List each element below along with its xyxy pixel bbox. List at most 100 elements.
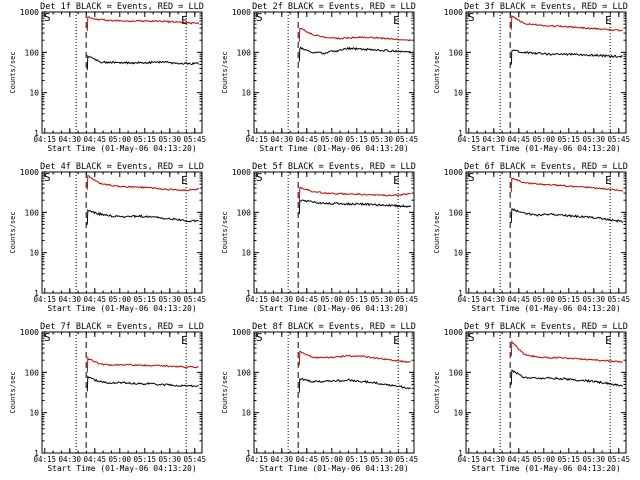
x-tick-label: 04:45 — [507, 135, 530, 144]
x-tick-label: 05:15 — [345, 455, 368, 464]
y-tick-label: 10 — [453, 409, 463, 418]
plot-frame — [253, 331, 415, 454]
y-tick-label: 10 — [453, 249, 463, 258]
x-tick-label: 05:15 — [133, 295, 156, 304]
x-tick-label: 05:30 — [582, 295, 605, 304]
plot-frame — [253, 11, 415, 134]
plot-frame — [465, 171, 627, 294]
x-tick-label: 05:45 — [395, 295, 418, 304]
events-series-line — [86, 208, 199, 225]
x-tick-label: 05:45 — [183, 295, 206, 304]
x-tick-label: 04:30 — [58, 135, 81, 144]
x-tick-label: 04:30 — [482, 455, 505, 464]
events-series-line — [510, 49, 623, 65]
events-series-line — [510, 369, 624, 387]
x-tick-label: 05:00 — [108, 455, 131, 464]
y-tick-label: 100 — [449, 368, 464, 377]
end-marker: E — [393, 14, 400, 27]
x-tick-label: 05:30 — [158, 455, 181, 464]
lld-series-line — [510, 14, 623, 32]
x-tick-label: 04:15 — [457, 295, 480, 304]
lld-series-line — [510, 177, 624, 193]
y-tick-label: 1 — [246, 449, 251, 458]
end-marker: E — [181, 174, 188, 187]
y-tick-label: 100 — [449, 208, 464, 217]
y-tick-label: 1 — [246, 289, 251, 298]
x-tick-label: 05:45 — [607, 295, 630, 304]
x-axis-label: Start Time (01-May-06 04:13:20) — [259, 464, 408, 473]
panel-title: Det 8f BLACK = Events, RED = LLD — [252, 322, 416, 332]
start-marker: S — [44, 171, 51, 184]
x-tick-label: 05:15 — [133, 135, 156, 144]
y-tick-label: 100 — [237, 368, 252, 377]
events-series-line — [86, 54, 200, 71]
x-axis-label: Start Time (01-May-06 04:13:20) — [47, 464, 196, 473]
x-tick-label: 04:45 — [507, 455, 530, 464]
y-tick-label: 100 — [25, 208, 40, 217]
x-tick-label: 05:15 — [345, 135, 368, 144]
x-tick-label: 04:30 — [270, 295, 293, 304]
x-tick-label: 04:15 — [457, 455, 480, 464]
y-tick-label: 1 — [34, 449, 39, 458]
y-tick-label: 1 — [458, 129, 463, 138]
x-tick-label: 04:15 — [245, 135, 268, 144]
x-tick-label: 05:00 — [320, 135, 343, 144]
panel-4: Det 4f BLACK = Events, RED = LLD 1 10 100 10… — [9, 162, 206, 313]
x-tick-label: 05:00 — [532, 295, 555, 304]
y-tick-label: 10 — [29, 89, 39, 98]
lld-series-line — [298, 186, 411, 202]
x-tick-label: 04:30 — [270, 135, 293, 144]
start-marker: S — [256, 331, 263, 344]
end-marker: E — [181, 14, 188, 27]
y-axis-label: Counts/sec — [221, 211, 229, 253]
x-tick-label: 05:45 — [183, 455, 206, 464]
y-axis-label: Counts/sec — [9, 371, 17, 413]
y-tick-label: 1 — [34, 129, 39, 138]
x-tick-label: 05:15 — [557, 455, 580, 464]
x-axis-label: Start Time (01-May-06 04:13:20) — [259, 304, 408, 313]
x-tick-label: 04:30 — [482, 295, 505, 304]
y-axis-label: Counts/sec — [221, 51, 229, 93]
x-axis-label: Start Time (01-May-06 04:13:20) — [47, 304, 196, 313]
start-marker: S — [468, 171, 475, 184]
panel-title: Det 5f BLACK = Events, RED = LLD — [252, 162, 416, 172]
panel-title: Det 9f BLACK = Events, RED = LLD — [464, 322, 628, 332]
end-marker: E — [393, 174, 400, 187]
x-tick-label: 04:30 — [58, 295, 81, 304]
events-series-line — [298, 377, 411, 393]
x-axis-label: Start Time (01-May-06 04:13:20) — [471, 304, 620, 313]
lld-series-line — [298, 350, 411, 366]
x-tick-label: 05:30 — [370, 135, 393, 144]
x-tick-label: 04:15 — [457, 135, 480, 144]
y-tick-label: 10 — [29, 249, 39, 258]
y-axis-label: Counts/sec — [9, 211, 17, 253]
y-axis-label: Counts/sec — [9, 51, 17, 93]
x-tick-label: 04:45 — [83, 455, 106, 464]
panel-title: Det 3f BLACK = Events, RED = LLD — [464, 2, 628, 12]
x-axis-label: Start Time (01-May-06 04:13:20) — [259, 144, 408, 153]
panel-title: Det 1f BLACK = Events, RED = LLD — [40, 2, 204, 12]
x-tick-label: 05:30 — [582, 135, 605, 144]
x-tick-label: 05:30 — [158, 295, 181, 304]
end-marker: E — [181, 334, 188, 347]
panel-8: Det 8f BLACK = Events, RED = LLD 1 10 100 10… — [221, 322, 418, 473]
lld-series-line — [86, 356, 199, 373]
start-marker: S — [256, 11, 263, 24]
y-tick-label: 100 — [25, 368, 40, 377]
x-tick-label: 04:30 — [270, 455, 293, 464]
x-tick-label: 04:15 — [33, 295, 56, 304]
start-marker: S — [468, 331, 475, 344]
y-axis-label: Counts/sec — [221, 371, 229, 413]
x-tick-label: 04:45 — [83, 135, 106, 144]
x-axis-label: Start Time (01-May-06 04:13:20) — [47, 144, 196, 153]
x-tick-label: 05:30 — [582, 455, 605, 464]
plot-frame — [41, 331, 203, 454]
x-tick-label: 04:45 — [83, 295, 106, 304]
panel-title: Det 6f BLACK = Events, RED = LLD — [464, 162, 628, 172]
y-axis-label: Counts/sec — [433, 51, 441, 93]
x-tick-label: 05:15 — [557, 295, 580, 304]
x-tick-label: 05:00 — [320, 455, 343, 464]
panel-7: Det 7f BLACK = Events, RED = LLD 1 10 100 10… — [9, 322, 206, 473]
y-tick-label: 10 — [453, 89, 463, 98]
